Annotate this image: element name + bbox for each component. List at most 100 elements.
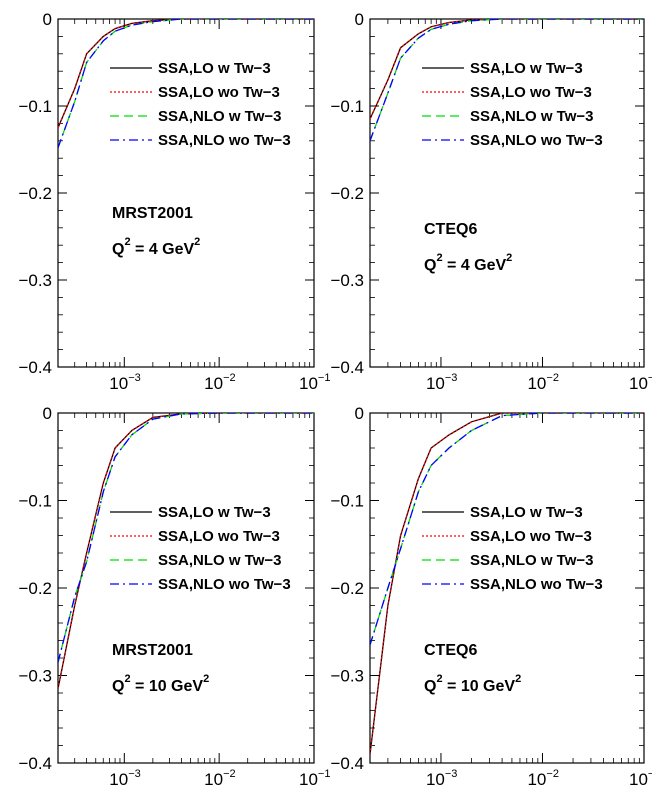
pdf-set-label: MRST2001	[112, 642, 193, 659]
q2-unit-exponent: 2	[506, 252, 512, 264]
q2-base: Q	[424, 678, 436, 695]
legend-label: SSA,NLO wo Tw−3	[158, 132, 291, 149]
q2-exponent: 2	[124, 673, 130, 685]
curves	[58, 19, 314, 149]
pdf-set-label: CTEQ6	[424, 221, 477, 238]
q2-value: = 4 GeV	[131, 241, 195, 258]
legend-label: SSA,NLO wo Tw−3	[470, 576, 603, 593]
x-tick-label: 10−1	[629, 768, 652, 789]
x-tick-base: 10	[109, 770, 128, 789]
pdf-set-label: MRST2001	[112, 205, 193, 222]
series-line-3	[370, 413, 644, 646]
legend-label: SSA,LO wo Tw−3	[470, 528, 592, 545]
curves	[58, 413, 314, 689]
y-tick-label: −0.2	[18, 579, 52, 598]
y-tick-label: −0.2	[330, 579, 364, 598]
y-tick-label: −0.3	[330, 667, 364, 686]
legend-label: SSA,NLO wo Tw−3	[470, 132, 603, 149]
x-tick-base: 10	[299, 770, 318, 789]
series-line-4	[370, 413, 644, 646]
x-tick-base: 10	[299, 374, 318, 393]
y-tick-label: −0.2	[18, 184, 52, 203]
x-tick-exponent: −3	[445, 372, 458, 384]
q2-unit-exponent: 2	[203, 673, 209, 685]
series-line-3	[58, 413, 314, 663]
q2-value: = 10 GeV	[131, 678, 204, 695]
x-tick-exponent: −2	[546, 372, 559, 384]
series-line-2	[370, 19, 644, 120]
x-tick-label: 10−1	[629, 372, 652, 393]
x-tick-base: 10	[527, 374, 546, 393]
x-tick-exponent: −1	[648, 372, 652, 384]
y-tick-label: −0.2	[330, 184, 364, 203]
x-tick-base: 10	[629, 770, 648, 789]
legend-label: SSA,LO w Tw−3	[158, 504, 271, 521]
legend: SSA,LO w Tw−3 SSA,LO wo Tw−3 SSA,NLO w Tw−…	[110, 504, 291, 593]
legend-label: SSA,NLO w Tw−3	[470, 108, 594, 125]
legend-label: SSA,LO wo Tw−3	[158, 528, 280, 545]
q2-exponent: 2	[124, 236, 130, 248]
x-tick-base: 10	[204, 770, 223, 789]
legend-label: SSA,NLO wo Tw−3	[158, 576, 291, 593]
legend-label: SSA,NLO w Tw−3	[158, 552, 282, 569]
x-tick-exponent: −2	[223, 768, 236, 780]
curves	[370, 19, 644, 142]
x-tick-label: 10−3	[426, 372, 457, 393]
q2-base: Q	[112, 241, 124, 258]
q2-value: = 10 GeV	[443, 678, 516, 695]
y-tick-label: −0.3	[330, 271, 364, 290]
x-tick-label: 10−2	[204, 768, 235, 789]
y-tick-label: −0.3	[18, 667, 52, 686]
q2-unit-exponent: 2	[194, 236, 200, 248]
legend-label: SSA,LO w Tw−3	[470, 60, 583, 77]
curves	[370, 413, 644, 755]
series-line-2	[58, 19, 314, 129]
q2-exponent: 2	[436, 673, 442, 685]
x-tick-exponent: −1	[318, 768, 331, 780]
series-line-4	[370, 19, 644, 142]
y-tick-label: −0.4	[18, 358, 52, 377]
x-tick-exponent: −2	[223, 372, 236, 384]
series-line-2	[370, 413, 644, 755]
x-tick-exponent: −3	[128, 372, 141, 384]
legend-label: SSA,NLO w Tw−3	[158, 108, 282, 125]
legend: SSA,LO w Tw−3 SSA,LO wo Tw−3 SSA,NLO w Tw−…	[422, 60, 603, 149]
legend-label: SSA,LO wo Tw−3	[470, 84, 592, 101]
x-tick-label: 10−3	[109, 372, 140, 393]
x-tick-label: 10−2	[527, 372, 558, 393]
y-tick-label: −0.1	[330, 97, 364, 116]
y-tick-label: 0	[355, 404, 364, 423]
legend: SSA,LO w Tw−3 SSA,LO wo Tw−3 SSA,NLO w Tw−…	[110, 60, 291, 149]
legend-label: SSA,LO w Tw−3	[158, 60, 271, 77]
x-tick-label: 10−2	[527, 768, 558, 789]
x-tick-label: 10−3	[426, 768, 457, 789]
y-tick-label: −0.3	[18, 271, 52, 290]
y-tick-label: −0.1	[18, 492, 52, 511]
pdf-set-label: CTEQ6	[424, 642, 477, 659]
x-tick-exponent: −1	[318, 372, 331, 384]
x-tick-exponent: −1	[648, 768, 652, 780]
x-tick-exponent: −3	[445, 768, 458, 780]
y-tick-label: −0.1	[330, 492, 364, 511]
y-tick-label: −0.4	[18, 754, 52, 773]
y-tick-label: 0	[43, 10, 52, 29]
legend-label: SSA,LO wo Tw−3	[158, 84, 280, 101]
x-tick-exponent: −3	[128, 768, 141, 780]
q2-base: Q	[112, 678, 124, 695]
y-tick-label: −0.4	[330, 754, 364, 773]
x-tick-exponent: −2	[546, 768, 559, 780]
q2-label: Q2 = 4 GeV2	[424, 252, 512, 274]
q2-exponent: 2	[436, 252, 442, 264]
q2-base: Q	[424, 257, 436, 274]
x-tick-base: 10	[426, 770, 445, 789]
x-tick-base: 10	[527, 770, 546, 789]
x-tick-base: 10	[629, 374, 648, 393]
q2-label: Q2 = 10 GeV2	[112, 673, 209, 695]
q2-value: = 4 GeV	[443, 257, 507, 274]
legend-label: SSA,NLO w Tw−3	[470, 552, 594, 569]
q2-label: Q2 = 10 GeV2	[424, 673, 521, 695]
